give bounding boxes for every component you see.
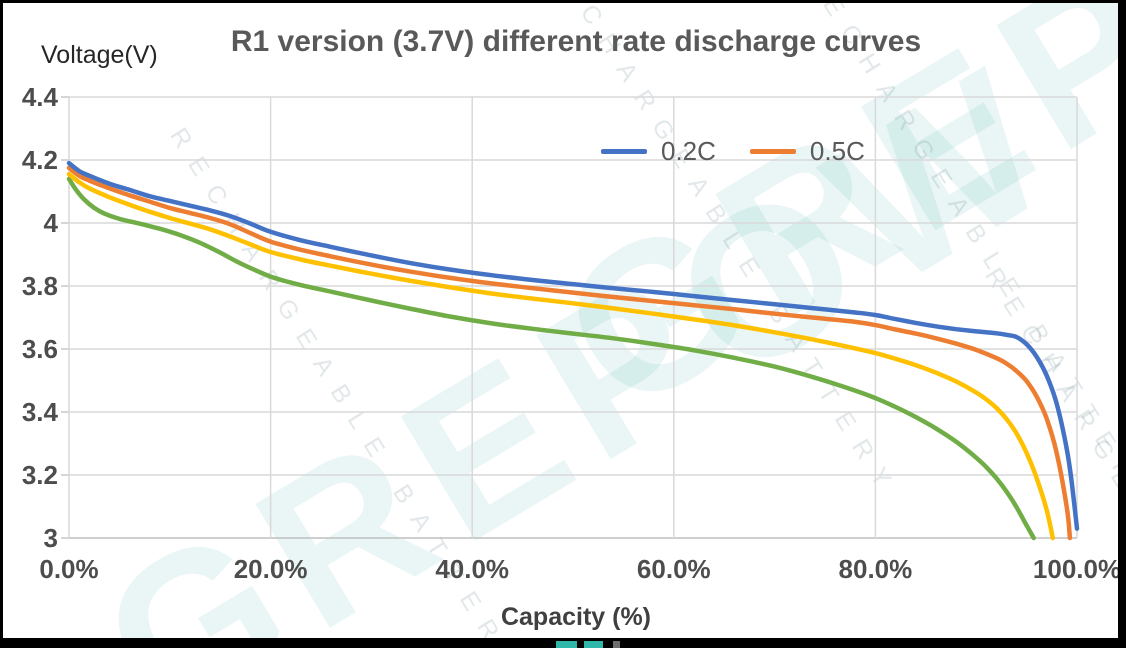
x-tick-label: 0.0% [39,554,98,584]
y-tick-label: 3.8 [22,271,58,301]
chart-canvas: GREPOW GREPOW RECHARGEABLE BATTERY RECHA… [3,3,1118,638]
legend-item-0-5c: 0.5C [749,136,865,167]
legend-line-swatch [601,149,647,154]
series-line-unlabeled-yellow [66,171,1056,541]
y-tick-label: 3.6 [22,334,58,364]
y-tick-label: 4.2 [22,145,58,175]
x-tick-label: 100.0% [1033,554,1118,584]
legend: 0.2C 0.5C [601,136,865,167]
series-line-0.2C [66,160,1080,531]
y-tick-label: 3.4 [22,397,59,427]
y-tick-label: 4.4 [22,82,59,112]
chart-title: R1 version (3.7V) different rate dischar… [230,25,922,58]
legend-item-0-2c: 0.2C [601,136,716,167]
y-tick-label: 3.2 [22,460,58,490]
x-axis-title: Capacity (%) [500,603,652,631]
x-tick-label: 80.0% [839,554,913,584]
legend-label: 0.5C [809,136,865,166]
bottom-bar [0,638,1126,648]
legend-line-swatch [749,149,796,154]
y-axis-title: Voltage(V) [41,41,158,69]
series-line-unlabeled-green [66,176,1036,541]
legend-label: 0.2C [661,136,716,166]
y-tick-label: 4 [44,208,59,238]
x-tick-label: 40.0% [435,554,509,584]
logo-fragment [613,641,620,648]
series-line-0.5C [66,165,1073,541]
logo-fragment [584,641,603,648]
plot-area: 4.4 4.2 4 3.8 3.6 3.4 3.2 30.0% 20.0% 40.0% 60.0% 8… [22,82,1118,584]
x-tick-label: 60.0% [637,554,711,584]
x-tick-label: 20.0% [234,554,308,584]
logo-fragment [556,641,577,648]
y-tick-label: 3 [44,523,58,553]
